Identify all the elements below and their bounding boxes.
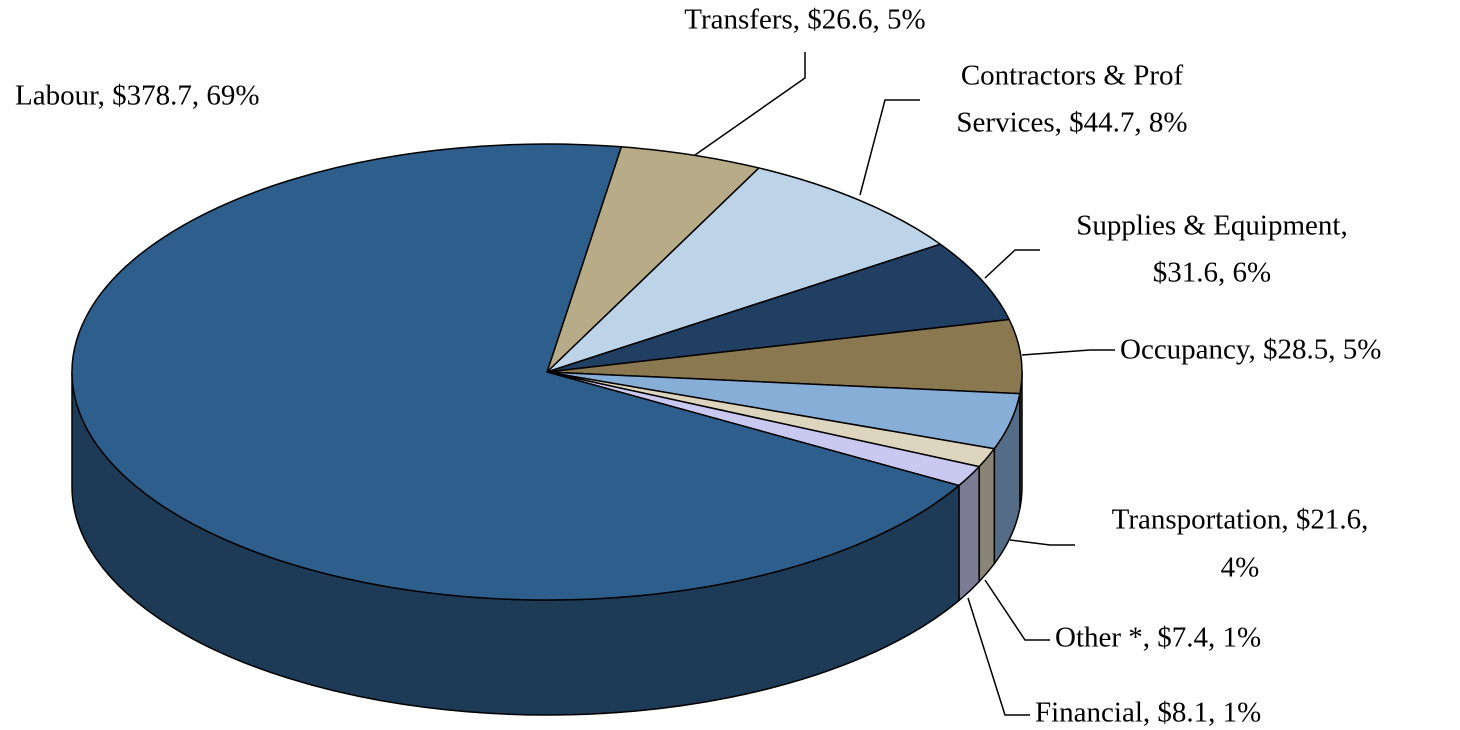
data-label: Other *, $7.4, 1% bbox=[1055, 622, 1261, 654]
slice bbox=[546, 167, 942, 373]
leader-line bbox=[984, 579, 1050, 641]
leader-line bbox=[859, 99, 920, 196]
slice bbox=[546, 318, 1023, 395]
data-label: Services, $44.7, 8% bbox=[956, 107, 1187, 139]
data-label: 4% bbox=[1221, 552, 1260, 584]
leader-line bbox=[1009, 539, 1075, 546]
leader-line bbox=[1021, 349, 1115, 356]
data-label: Labour, $378.7, 69% bbox=[15, 80, 260, 112]
data-label: Contractors & Prof bbox=[961, 60, 1184, 92]
slice-side bbox=[978, 447, 996, 583]
data-label: Transfers, $26.6, 5% bbox=[684, 4, 925, 36]
data-label: $31.6, 6% bbox=[1153, 257, 1271, 289]
slice bbox=[546, 243, 1010, 373]
data-label: Transportation, $21.6, bbox=[1112, 504, 1369, 536]
slice bbox=[71, 143, 960, 601]
data-label: Supplies & Equipment, bbox=[1076, 210, 1347, 242]
leader-line bbox=[967, 597, 1030, 716]
slice-side bbox=[958, 465, 980, 602]
data-label: Occupancy, $28.5, 5% bbox=[1120, 334, 1381, 366]
leader-line bbox=[984, 249, 1040, 279]
data-label: Financial, $8.1, 1% bbox=[1035, 697, 1261, 729]
leader-line bbox=[694, 52, 806, 156]
